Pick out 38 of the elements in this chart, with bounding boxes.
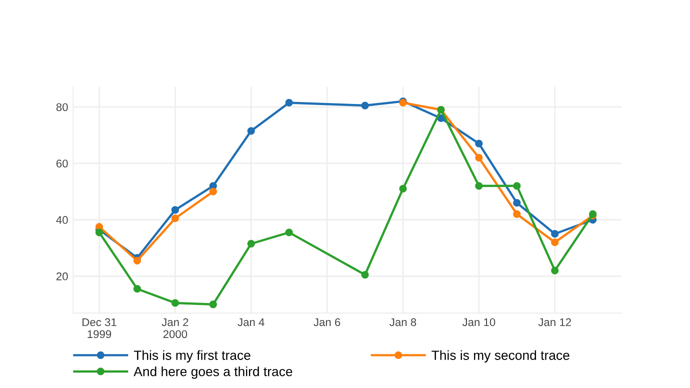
point xyxy=(247,127,255,135)
point xyxy=(361,102,369,110)
point xyxy=(133,256,142,264)
point xyxy=(475,154,483,162)
point xyxy=(171,214,179,222)
point xyxy=(551,230,559,238)
point xyxy=(171,206,179,214)
point xyxy=(209,188,217,196)
point xyxy=(551,238,559,246)
point xyxy=(475,182,483,190)
y-tick-label: 20 xyxy=(56,272,68,280)
point xyxy=(285,98,293,107)
x-tick-label: Jan 6 xyxy=(314,318,340,326)
point xyxy=(209,300,217,308)
point xyxy=(551,266,559,274)
x-tick-label: Jan 2 2000 xyxy=(162,318,188,338)
point xyxy=(171,299,179,307)
point xyxy=(513,182,521,190)
point xyxy=(285,228,293,236)
point xyxy=(475,140,483,148)
point xyxy=(95,228,104,236)
point xyxy=(133,285,142,293)
legend-label: This is my second trace xyxy=(432,350,570,363)
point xyxy=(247,240,255,248)
y-tick-label: 60 xyxy=(56,160,68,168)
legend-label: And here goes a third trace xyxy=(134,366,292,379)
x-tick-label: Jan 8 xyxy=(390,318,416,326)
y-tick-label: 80 xyxy=(56,103,68,112)
point xyxy=(361,270,369,279)
x-tick-label: Jan 10 xyxy=(462,318,496,326)
point xyxy=(513,210,521,218)
x-tick-label: Jan 12 xyxy=(538,318,571,326)
legend-label: This is my first trace xyxy=(134,350,250,363)
x-tick-label: Dec 31 1999 xyxy=(82,318,116,338)
x-tick-label: Jan 4 xyxy=(238,318,264,326)
point xyxy=(399,184,407,193)
point xyxy=(513,199,521,207)
y-tick-label: 40 xyxy=(56,216,68,224)
